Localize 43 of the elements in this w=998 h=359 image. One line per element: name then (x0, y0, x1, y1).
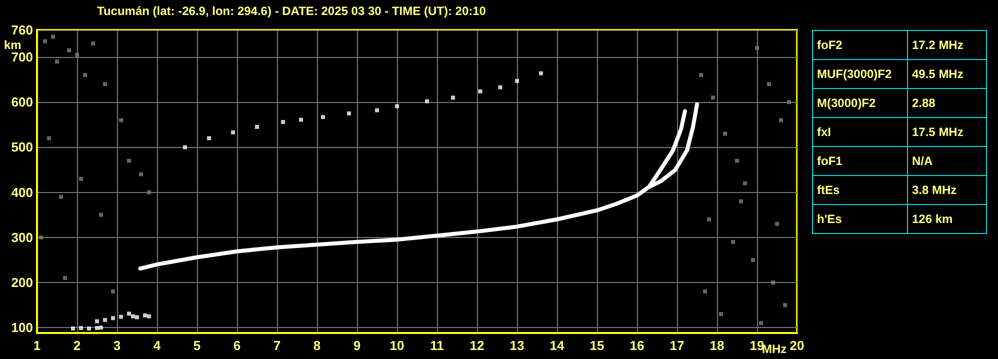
x-tick-label: 9 (353, 338, 361, 353)
y-tick-label: 400 (11, 184, 33, 200)
chart-title: Tucumán (lat: -26.9, lon: 294.6) - DATE: 2025 03 30 - TIME (UT): 20:10 (97, 4, 486, 18)
text: 49.5 MHz (908, 60, 986, 88)
text: M(3000)F2 (812, 88, 908, 118)
text: 126 km (908, 204, 986, 234)
x-tick-label: 1 (33, 338, 41, 353)
text: fxI (812, 118, 908, 146)
x-tick-label: 20 (790, 338, 804, 353)
text: 2.88 (908, 88, 986, 118)
x-tick-label: 7 (273, 338, 281, 353)
x-tick-label: 3 (113, 338, 121, 353)
x-tick-label: 12 (470, 338, 484, 353)
text: 17.2 MHz (908, 30, 986, 60)
x-tick-label: 16 (630, 338, 644, 353)
text: foF1 (812, 146, 908, 176)
x-tick-label: 10 (390, 338, 404, 353)
x-tick-label: 6 (233, 338, 241, 353)
x-tick-label: 8 (313, 338, 321, 353)
x-tick-label: 4 (153, 338, 162, 353)
y-tick-label: 700 (11, 50, 33, 65)
x-tick-label: 17 (670, 338, 684, 353)
text: N/A (908, 146, 986, 176)
x-tick-label: 2 (73, 338, 81, 353)
x-tick-label: 15 (590, 338, 604, 353)
text: 17.5 MHz (908, 118, 986, 146)
x-tick-label: 14 (550, 338, 565, 353)
x-tick-label: 13 (510, 338, 524, 353)
y-tick-label: 300 (11, 230, 33, 245)
y-axis-title: km (4, 38, 22, 52)
text: MUF(3000)F2 (812, 60, 908, 88)
text: foF2 (812, 30, 908, 60)
y-tick-label: 760 (11, 22, 33, 38)
y-tick-label: 200 (11, 275, 33, 290)
x-tick-label: 18 (710, 338, 724, 353)
text: h'Es (812, 204, 908, 234)
text: 3.8 MHz (908, 176, 986, 204)
y-tick-label: 100 (11, 320, 33, 336)
y-tick-label: 600 (11, 94, 33, 110)
text: ftEs (812, 176, 908, 204)
y-tick-label: 500 (11, 140, 33, 155)
x-tick-label: 11 (430, 338, 444, 353)
x-tick-label: 5 (193, 338, 201, 353)
